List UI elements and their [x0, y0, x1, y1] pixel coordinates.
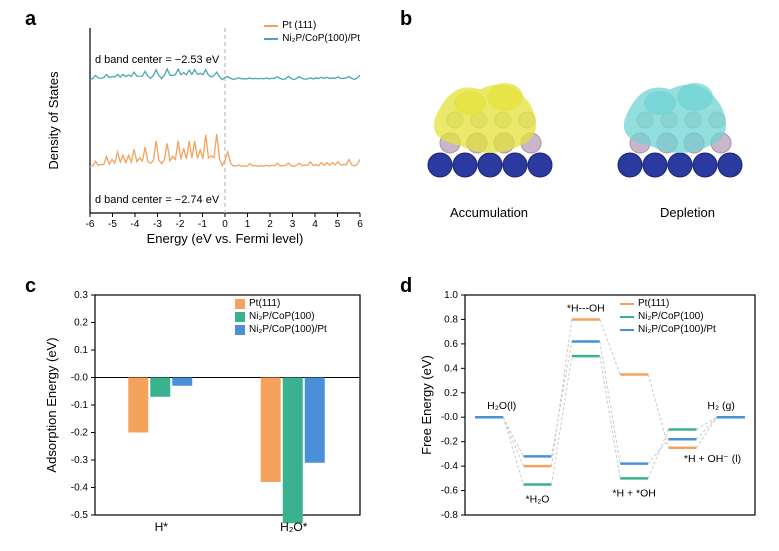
svg-text:1: 1: [245, 219, 251, 230]
svg-text:0.1: 0.1: [74, 345, 88, 356]
svg-text:H₂ (g): H₂ (g): [707, 400, 734, 412]
svg-text:*H---OH: *H---OH: [567, 302, 605, 314]
svg-text:-0.6: -0.6: [441, 486, 459, 497]
panel-d: -0.8 -0.6 -0.4 -0.2 -0.0 0.2 0.4 0.6 0.8 1.0 H₂O(l…: [415, 290, 765, 540]
legend-ni2p-cop-pt: Ni₂P/CoP(100)/Pt: [264, 33, 360, 44]
panel-b: Accumulation Depletion: [400, 25, 765, 250]
accumulation-caption: Accumulation: [450, 205, 528, 220]
legend-pt111: Pt (111): [264, 20, 360, 31]
svg-text:0: 0: [222, 219, 228, 230]
panel-d-label: d: [400, 275, 412, 298]
panel-a: -6 -5 -4 -3 -2 -1 0 1 2 3 4 5 6 d band center = −2.53…: [40, 18, 370, 253]
panel-a-label: a: [25, 8, 36, 31]
svg-text:0.2: 0.2: [444, 388, 458, 399]
panel-c-legend: Pt(111) Ni₂P/CoP(100) Ni₂P/CoP(100)/Pt: [235, 298, 327, 337]
svg-text:-0.4: -0.4: [441, 461, 459, 472]
svg-text:1.0: 1.0: [444, 290, 458, 301]
legend-d2: Ni₂P/CoP(100)/Pt: [620, 324, 716, 335]
svg-text:d band center = −2.53 eV: d band center = −2.53 eV: [95, 54, 220, 66]
svg-text:-0.2: -0.2: [71, 428, 89, 439]
panel-c-label: c: [25, 275, 36, 298]
svg-text:-0.1: -0.1: [71, 400, 89, 411]
svg-text:d band center = −2.74 eV: d band center = −2.74 eV: [95, 194, 220, 206]
svg-text:5: 5: [335, 219, 341, 230]
svg-text:Density of States: Density of States: [46, 71, 61, 170]
svg-text:Adsorption Energy (eV): Adsorption Energy (eV): [44, 337, 59, 472]
svg-text:-0.0: -0.0: [71, 373, 89, 384]
svg-text:-2: -2: [176, 219, 185, 230]
svg-text:*H + *OH: *H + *OH: [612, 487, 655, 499]
svg-text:0.2: 0.2: [74, 318, 88, 329]
panel-a-legend: Pt (111) Ni₂P/CoP(100)/Pt: [264, 20, 360, 46]
svg-text:0.6: 0.6: [444, 339, 458, 350]
svg-text:-4: -4: [131, 219, 140, 230]
legend-d0: Pt(111): [620, 298, 716, 309]
svg-text:2: 2: [267, 219, 273, 230]
svg-text:-5: -5: [108, 219, 117, 230]
svg-text:6: 6: [357, 219, 363, 230]
panel-d-legend: Pt(111) Ni₂P/CoP(100) Ni₂P/CoP(100)/Pt: [620, 298, 716, 337]
svg-text:0.3: 0.3: [74, 290, 88, 301]
legend-c2: Ni₂P/CoP(100)/Pt: [235, 324, 327, 335]
svg-text:H₂O(l): H₂O(l): [487, 400, 516, 412]
svg-text:-1: -1: [198, 219, 207, 230]
panel-c: -0.5 -0.4 -0.3 -0.2 -0.1 -0.0 0.1 0.2 0.3 H* H₂O* A…: [40, 290, 370, 540]
depletion-caption: Depletion: [660, 205, 715, 220]
panel-a-svg: -6 -5 -4 -3 -2 -1 0 1 2 3 4 5 6 d band center = −2.53…: [40, 18, 370, 253]
svg-text:Energy (eV vs. Fermi level): Energy (eV vs. Fermi level): [147, 231, 304, 246]
legend-c0: Pt(111): [235, 298, 327, 309]
svg-text:0.4: 0.4: [444, 363, 458, 374]
svg-text:-0.0: -0.0: [441, 412, 459, 423]
svg-text:-0.5: -0.5: [71, 510, 89, 521]
svg-text:3: 3: [290, 219, 296, 230]
svg-text:*H₂O: *H₂O: [526, 493, 550, 505]
svg-text:-0.4: -0.4: [71, 483, 89, 494]
svg-text:Free Energy (eV): Free Energy (eV): [419, 355, 434, 455]
svg-text:-0.2: -0.2: [441, 437, 459, 448]
svg-text:-0.8: -0.8: [441, 510, 459, 521]
svg-text:-0.3: -0.3: [71, 455, 89, 466]
svg-text:*H + OH⁻ (l): *H + OH⁻ (l): [684, 453, 741, 465]
svg-text:H*: H*: [155, 520, 169, 534]
legend-d1: Ni₂P/CoP(100): [620, 311, 716, 322]
svg-text:H₂O*: H₂O*: [280, 520, 308, 534]
svg-text:0.8: 0.8: [444, 314, 458, 325]
svg-text:-3: -3: [153, 219, 162, 230]
legend-c1: Ni₂P/CoP(100): [235, 311, 327, 322]
svg-text:-6: -6: [86, 219, 95, 230]
svg-text:4: 4: [312, 219, 318, 230]
